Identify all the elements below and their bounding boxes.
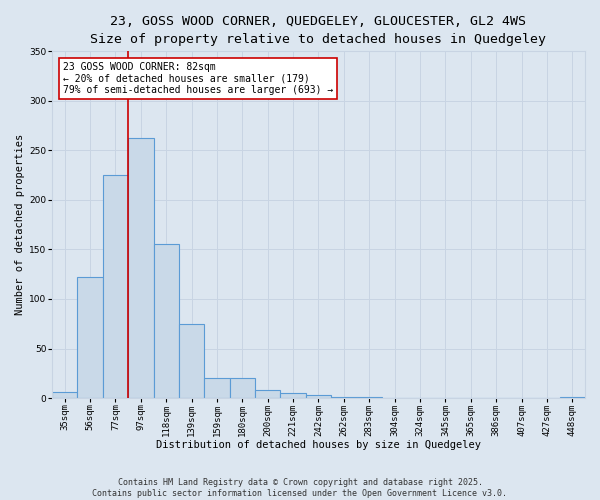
Bar: [204, 378, 230, 398]
Bar: [331, 397, 356, 398]
Bar: [77, 277, 103, 398]
Bar: [230, 378, 255, 398]
Text: 23 GOSS WOOD CORNER: 82sqm
← 20% of detached houses are smaller (179)
79% of sem: 23 GOSS WOOD CORNER: 82sqm ← 20% of deta…: [62, 62, 333, 95]
Y-axis label: Number of detached properties: Number of detached properties: [15, 134, 25, 316]
Bar: [255, 390, 280, 398]
Bar: [128, 138, 154, 398]
Text: Contains HM Land Registry data © Crown copyright and database right 2025.
Contai: Contains HM Land Registry data © Crown c…: [92, 478, 508, 498]
Bar: [154, 244, 179, 398]
X-axis label: Distribution of detached houses by size in Quedgeley: Distribution of detached houses by size …: [156, 440, 481, 450]
Bar: [179, 324, 204, 398]
Bar: [103, 175, 128, 398]
Bar: [306, 395, 331, 398]
Title: 23, GOSS WOOD CORNER, QUEDGELEY, GLOUCESTER, GL2 4WS
Size of property relative t: 23, GOSS WOOD CORNER, QUEDGELEY, GLOUCES…: [91, 15, 547, 46]
Bar: [356, 397, 382, 398]
Bar: [52, 392, 77, 398]
Bar: [560, 397, 585, 398]
Bar: [280, 393, 306, 398]
